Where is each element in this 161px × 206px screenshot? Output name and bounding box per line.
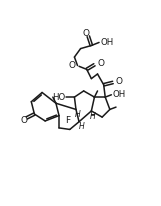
Text: H: H xyxy=(78,122,84,131)
Text: O: O xyxy=(115,77,122,86)
Text: F: F xyxy=(65,116,70,125)
Text: O: O xyxy=(98,60,104,68)
Text: H: H xyxy=(75,110,80,119)
Text: OH: OH xyxy=(101,38,114,47)
Text: H: H xyxy=(90,112,96,121)
Text: OH: OH xyxy=(113,90,126,99)
Text: O: O xyxy=(82,29,90,39)
Text: HO: HO xyxy=(52,93,65,102)
Text: O: O xyxy=(69,61,76,70)
Text: O: O xyxy=(21,116,28,125)
